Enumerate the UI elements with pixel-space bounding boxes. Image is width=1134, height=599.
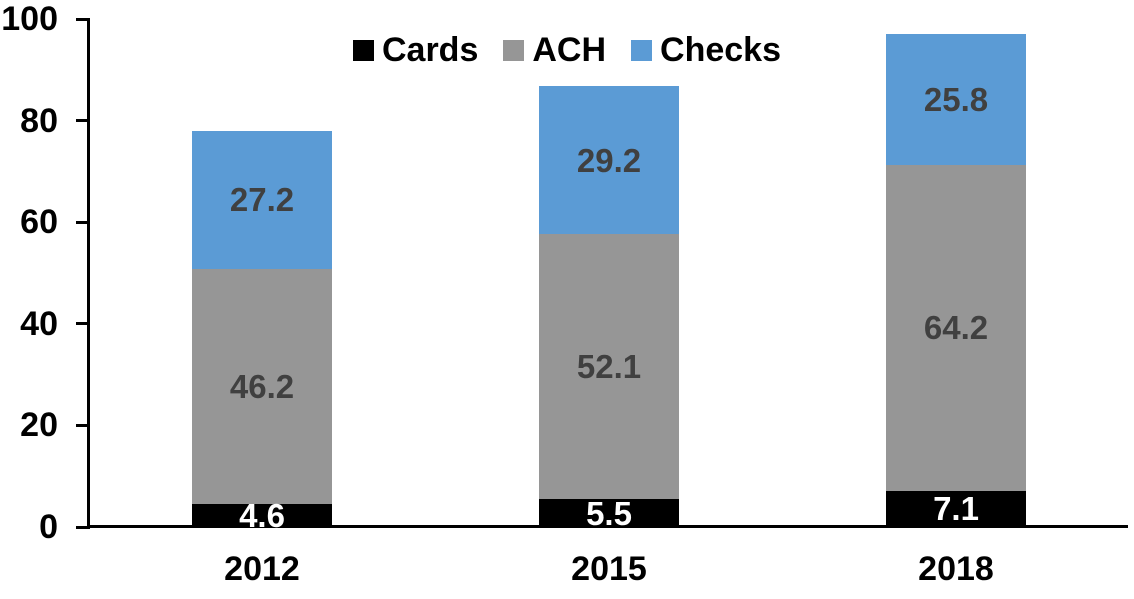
bar-segment-checks-2012: 27.2: [192, 130, 332, 269]
y-axis-tick: [76, 17, 90, 21]
bar-2012: 4.6 46.2 27.2: [192, 130, 332, 532]
bar-segment-value-label: 52.1: [576, 348, 642, 386]
bar-segment-value-label: 5.5: [586, 494, 632, 532]
x-axis-label-2015: 2015: [571, 550, 647, 588]
legend-swatch-checks-icon: [631, 39, 653, 61]
legend-item-ach: ACH: [503, 33, 606, 67]
y-axis-tick: [76, 423, 90, 427]
y-axis-tick-label: 40: [20, 304, 58, 343]
bar-segment-cards-2012: 4.6: [192, 499, 332, 532]
bar-segment-checks-2018: 25.8: [886, 33, 1026, 165]
bar-2018: 7.1 64.2 25.8: [886, 33, 1026, 528]
bar-segment-cards-2018: 7.1: [886, 490, 1026, 528]
legend-swatch-cards-icon: [352, 39, 374, 61]
x-axis-label-2012: 2012: [224, 550, 300, 588]
bar-segment-ach-2018: 64.2: [886, 164, 1026, 491]
bar-segment-ach-2015: 52.1: [539, 234, 679, 500]
bar-segment-value-label: 27.2: [229, 181, 295, 219]
bar-segment-value-label: 46.2: [229, 367, 295, 405]
bar-segment-value-label: 4.6: [239, 496, 285, 534]
y-axis-tick-label: 0: [39, 508, 58, 546]
bar-segment-value-label: 64.2: [923, 309, 989, 347]
legend: Cards ACH Checks: [0, 33, 1134, 67]
y-axis-tick: [76, 220, 90, 224]
legend-item-checks: Checks: [631, 33, 781, 67]
y-axis-tick-label: 100: [1, 0, 58, 38]
y-axis-tick-label: 80: [20, 101, 58, 140]
bar-segment-cards-2015: 5.5: [539, 494, 679, 532]
y-axis-line: [87, 19, 90, 528]
bar-segment-checks-2015: 29.2: [539, 86, 679, 235]
bar-segment-value-label: 25.8: [923, 80, 989, 118]
bar-segment-ach-2012: 46.2: [192, 268, 332, 504]
bar-segment-value-label: 7.1: [933, 490, 979, 528]
x-axis-label-2018: 2018: [918, 550, 994, 588]
y-axis-tick-label: 20: [20, 406, 58, 445]
y-axis-tick: [76, 525, 90, 529]
y-axis-tick: [76, 119, 90, 123]
legend-label-ach: ACH: [532, 31, 607, 69]
legend-swatch-ach-icon: [503, 39, 525, 61]
bar-2015: 5.5 52.1 29.2: [539, 86, 679, 532]
y-axis-tick-label: 60: [20, 203, 58, 242]
bar-segment-value-label: 29.2: [576, 141, 642, 179]
legend-item-cards: Cards: [352, 31, 479, 69]
legend-label-cards: Cards: [381, 31, 479, 69]
y-axis-tick: [76, 322, 90, 326]
legend-label-checks: Checks: [660, 31, 781, 69]
